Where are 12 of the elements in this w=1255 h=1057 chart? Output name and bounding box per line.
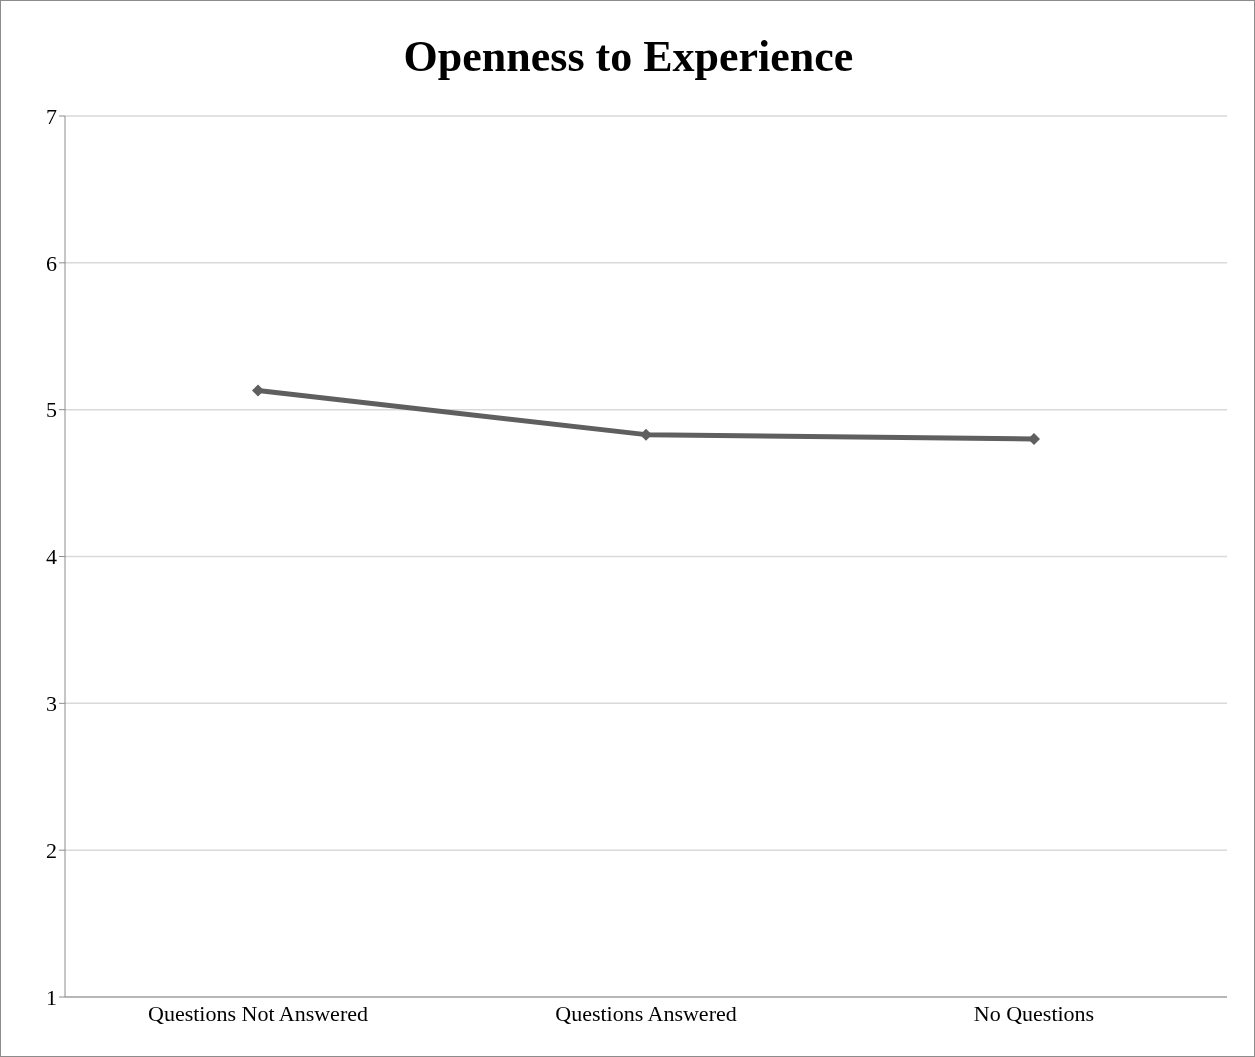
- y-tick-label: 4: [46, 544, 57, 570]
- x-tick-label: No Questions: [973, 1000, 1095, 1026]
- y-tick-label: 1: [46, 984, 57, 1010]
- y-tick-label: 7: [46, 103, 57, 129]
- y-tick-label: 3: [46, 691, 57, 717]
- x-tick-label: Questions Not Answered: [148, 1000, 368, 1026]
- y-tick-label: 6: [46, 250, 57, 276]
- point: [252, 384, 264, 397]
- y-tick-label: 2: [46, 837, 57, 863]
- x-tick-label: Questions Answered: [555, 1000, 737, 1026]
- y-tick-label: 5: [46, 397, 57, 423]
- chart-title: Openness to Experience: [402, 31, 855, 82]
